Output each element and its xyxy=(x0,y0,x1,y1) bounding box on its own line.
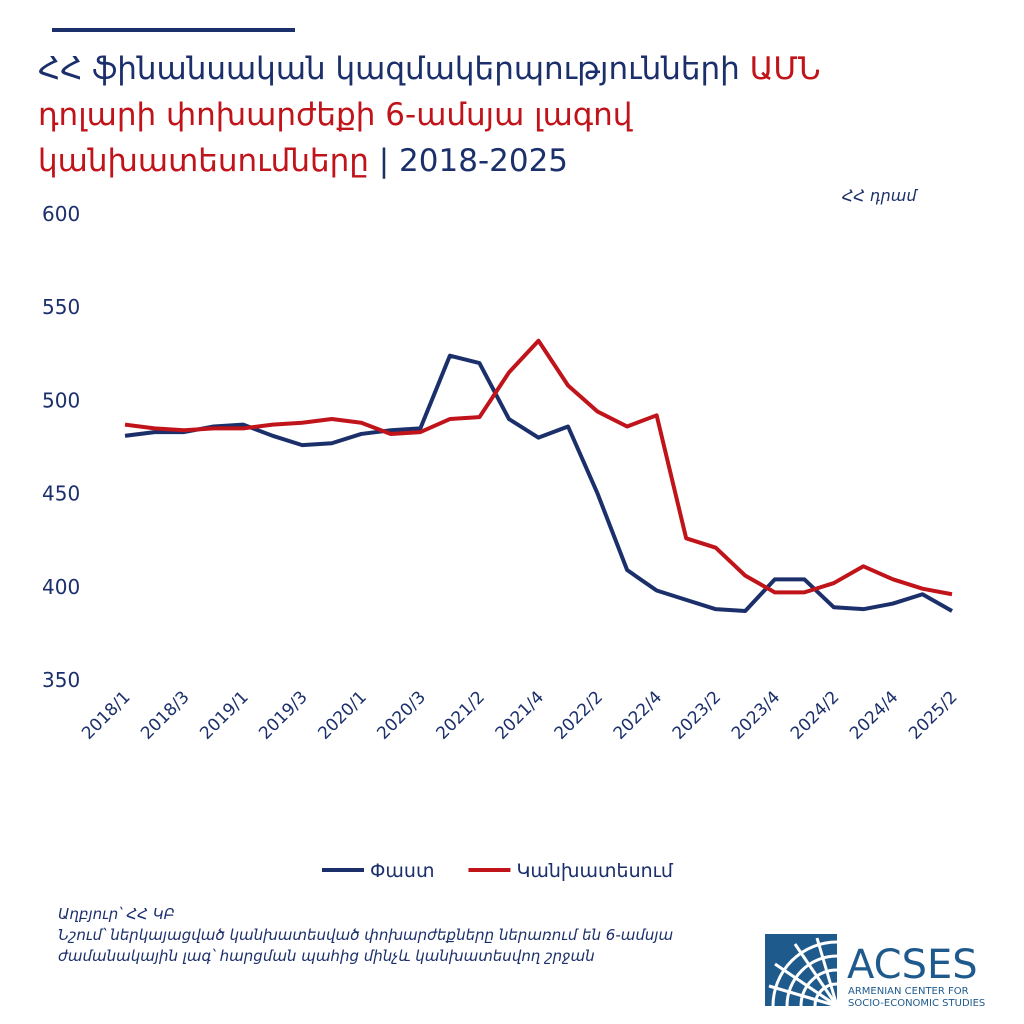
title-segment: կանխատեսումները xyxy=(38,143,369,179)
x-tick-label: 2024/4 xyxy=(846,687,902,743)
logo-pattern xyxy=(768,937,839,1008)
x-tick-label: 2019/3 xyxy=(255,687,311,743)
title-segment: ՀՀ ֆինանսական կազմակերպությունների xyxy=(38,51,750,87)
logo-name: ACSES xyxy=(847,942,978,988)
title-line: կանխատեսումները | 2018-2025 xyxy=(38,138,998,184)
x-tick-label: 2022/4 xyxy=(610,687,666,743)
logo-subtitle: ARMENIAN CENTER FOR xyxy=(848,986,969,997)
y-tick-label: 550 xyxy=(42,295,80,319)
x-tick-label: 2021/2 xyxy=(433,687,489,743)
chart-title: ՀՀ ֆինանսական կազմակերպությունների ԱՄՆ դո… xyxy=(38,46,998,184)
y-tick-label: 400 xyxy=(42,575,80,599)
x-tick-label: 2019/1 xyxy=(196,687,252,743)
accent-bar xyxy=(52,28,295,32)
x-tick-label: 2020/1 xyxy=(314,687,370,743)
y-tick-label: 450 xyxy=(42,482,80,506)
unit-label: ՀՀ դրամ xyxy=(842,186,917,205)
x-tick-label: 2024/2 xyxy=(787,687,843,743)
logo-subtitle: SOCIO-ECONOMIC STUDIES xyxy=(848,998,985,1009)
logo: ACSES ARMENIAN CENTER FOR SOCIO-ECONOMIC… xyxy=(765,934,985,1009)
source: Աղբյուր՝ ՀՀ ԿԲ xyxy=(58,905,175,923)
title-line: դոլարի փոխարժեքի 6-ամսյա լագով xyxy=(38,92,998,138)
y-tick-label: 500 xyxy=(42,388,80,412)
legend-label: Փաստ xyxy=(370,860,434,882)
footer: Աղբյուր՝ ՀՀ ԿԲ Նշում՝ ներկայացված կանխատ… xyxy=(58,904,758,967)
x-tick-label: 2018/3 xyxy=(137,687,193,743)
x-tick-label: 2020/3 xyxy=(373,687,429,743)
x-tick-label: 2022/2 xyxy=(551,687,607,743)
x-tick-label: 2023/4 xyxy=(728,687,784,743)
chart: 350 400 450 500 550 600 2018/1 2018/3 2019/1 2019… xyxy=(42,202,962,882)
title-segment: | 2018-2025 xyxy=(368,143,569,179)
note: Նշում՝ ներկայացված կանխատեսված փոխարժեքն… xyxy=(58,926,674,965)
y-tick-label: 600 xyxy=(42,202,80,226)
title-segment: ԱՄՆ xyxy=(749,51,821,87)
y-tick-label: 350 xyxy=(42,668,80,692)
data-line xyxy=(124,338,953,597)
title-line: ՀՀ ֆինանսական կազմակերպությունների ԱՄՆ xyxy=(38,46,998,92)
x-tick-label: 2025/2 xyxy=(905,687,961,743)
data-line xyxy=(124,353,953,614)
x-tick-label: 2018/1 xyxy=(78,687,134,743)
title-segment: դոլարի փոխարժեքի 6-ամսյա լագով xyxy=(38,97,633,133)
legend-label: Կանխատեսում xyxy=(516,860,673,882)
x-tick-label: 2023/2 xyxy=(669,687,725,743)
x-tick-label: 2021/4 xyxy=(492,687,548,743)
